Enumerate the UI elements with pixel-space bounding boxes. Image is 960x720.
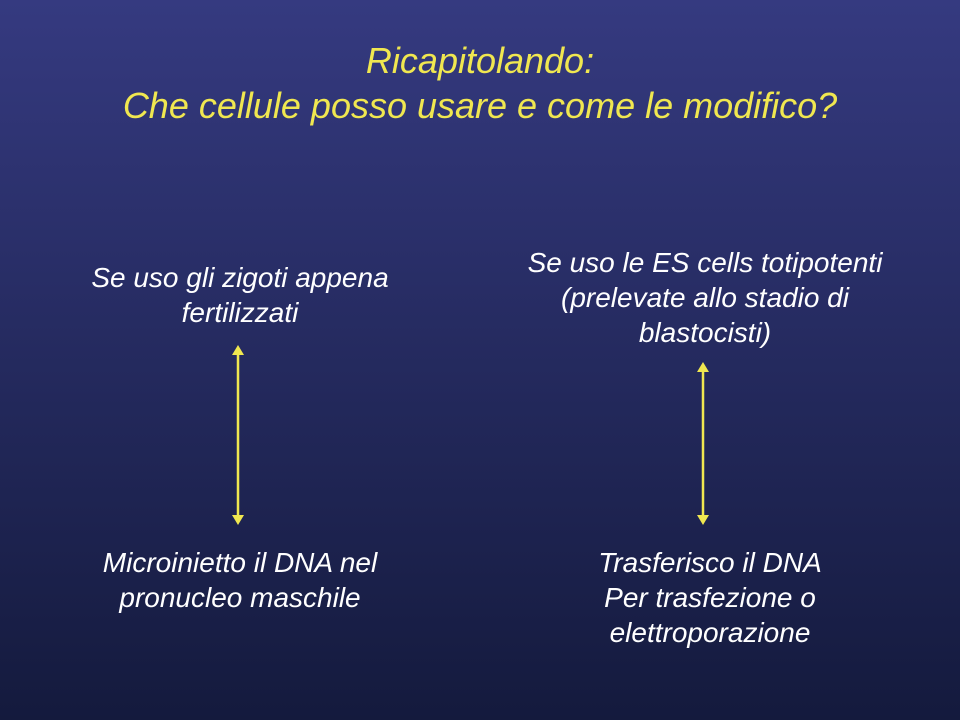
slide: Ricapitolando: Che cellule posso usare e… bbox=[0, 0, 960, 720]
arrows-layer bbox=[0, 0, 960, 720]
